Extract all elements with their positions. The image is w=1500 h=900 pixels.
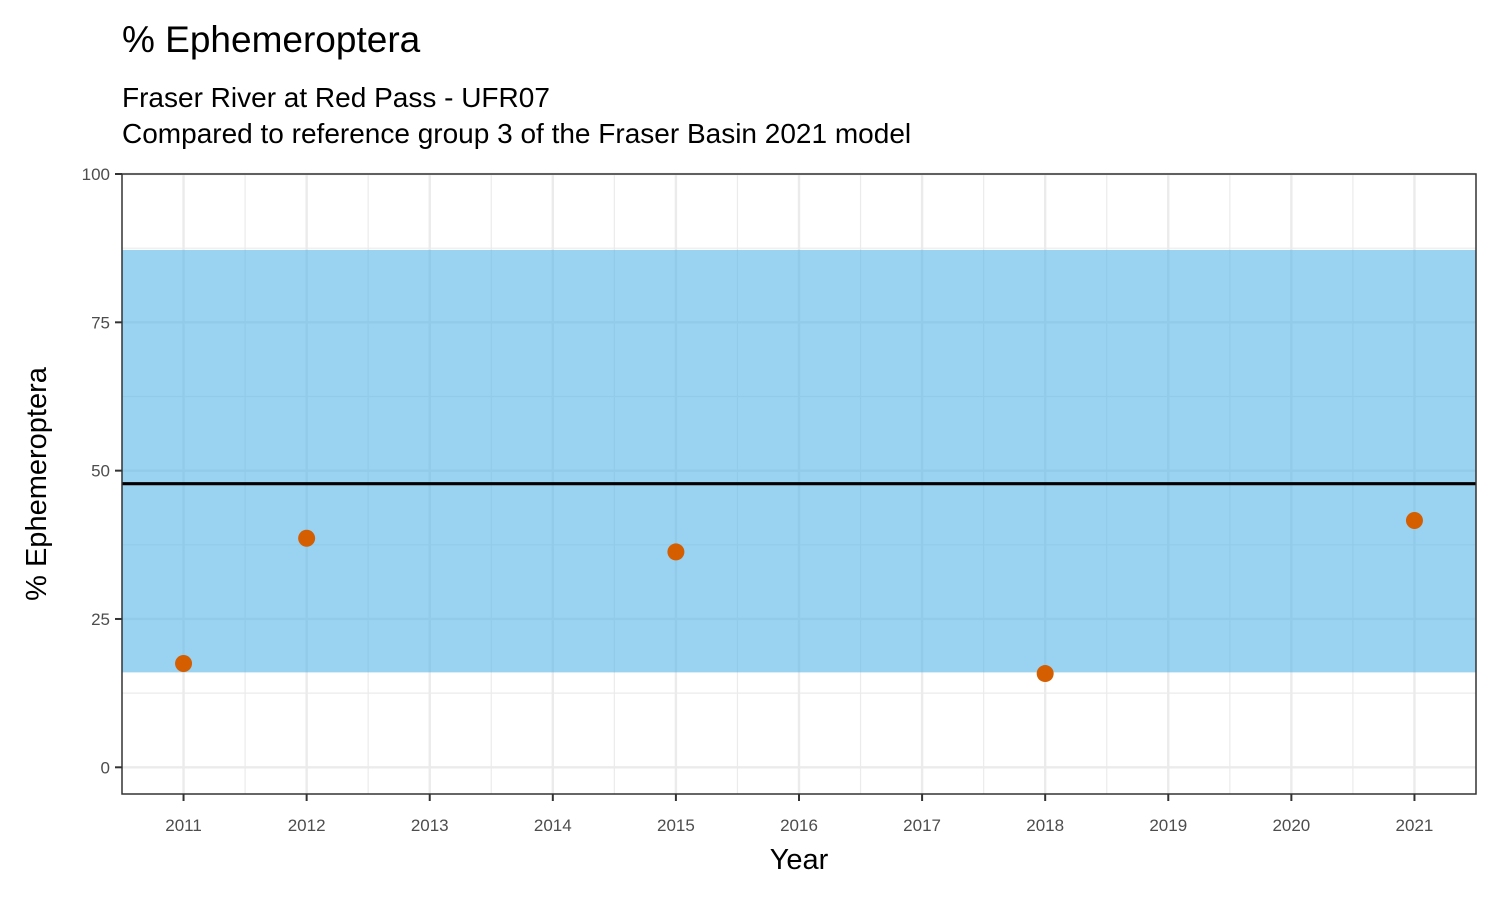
x-tick-label: 2011: [165, 816, 202, 835]
data-point: [175, 654, 193, 672]
x-tick-label: 2012: [288, 816, 326, 835]
data-point: [1405, 511, 1423, 529]
plot-area: [122, 172, 1476, 794]
x-tick-label: 2014: [534, 816, 572, 835]
x-tick-label: 2019: [1149, 816, 1187, 835]
y-tick-label: 25: [91, 610, 110, 629]
x-tick-label: 2021: [1396, 816, 1434, 835]
x-tick-label: 2013: [411, 816, 449, 835]
y-tick-label: 100: [82, 165, 110, 184]
x-tick-label: 2018: [1026, 816, 1064, 835]
x-tick-label: 2016: [780, 816, 818, 835]
x-tick-label: 2017: [903, 816, 941, 835]
y-axis-title: % Ephemeroptera: [21, 366, 53, 601]
chart-title: % Ephemeroptera: [122, 19, 421, 60]
x-tick-label: 2015: [657, 816, 695, 835]
reference-band: [122, 249, 1476, 673]
chart-subtitle-line-1: Fraser River at Red Pass - UFR07: [122, 82, 550, 113]
chart-subtitle-line-2: Compared to reference group 3 of the Fra…: [122, 118, 911, 149]
x-tick-label: 2020: [1272, 816, 1310, 835]
data-point: [667, 543, 685, 561]
y-tick-label: 0: [101, 758, 110, 777]
y-tick-label: 50: [91, 462, 110, 481]
y-tick-label: 75: [91, 313, 110, 332]
data-point: [298, 529, 316, 547]
x-axis-title: Year: [770, 844, 829, 876]
data-point: [1036, 665, 1054, 683]
